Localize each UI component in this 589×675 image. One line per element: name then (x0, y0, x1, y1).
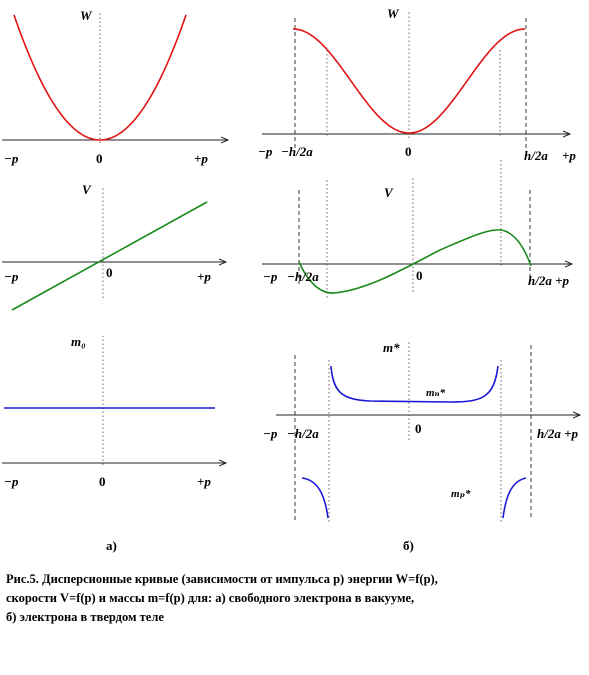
left-energy-label: W (80, 8, 93, 23)
left-velocity-label: V (82, 182, 92, 197)
right-mass-curve-upper (330, 365, 499, 403)
left-mass-tick-zero: 0 (99, 474, 106, 489)
left-energy-plot: W −p 0 +p (2, 8, 228, 166)
right-energy-tick-neg-h: −h/2a (281, 144, 313, 159)
right-mass-label: m* (383, 340, 400, 355)
caption-line-2: скорости V=f(p) и массы m=f(p) для: а) с… (6, 591, 415, 605)
left-velocity-tick-zero: 0 (106, 265, 113, 280)
left-mass-plot: m₀ −p 0 +p (2, 334, 226, 489)
right-velocity-tick-neg: −p (263, 269, 278, 284)
right-velocity-tick-pos: h/2a +p (528, 273, 569, 288)
left-velocity-plot: V −p 0 +p (2, 182, 226, 311)
right-mass-curve-lower-left (301, 477, 329, 519)
caption-line-1: Рис.5. Дисперсионные кривые (зависимости… (6, 572, 438, 586)
right-energy-plot: W −p −h/2a 0 h/2a +p (258, 6, 576, 163)
dispersion-figure: W −p 0 +p V −p 0 +p m₀ −p 0 +p W −p −h/2… (2, 6, 589, 522)
right-energy-tick-pos: +p (562, 148, 576, 163)
right-energy-tick-neg: −p (258, 144, 273, 159)
left-mass-tick-pos: +p (197, 474, 211, 489)
left-energy-curve (13, 14, 187, 141)
right-mass-tick-pos: h/2a +p (537, 426, 578, 441)
panel-a-tag: а) (106, 538, 117, 553)
right-energy-tick-zero: 0 (405, 144, 412, 159)
right-mass-tick-neg-h: −h/2a (287, 426, 319, 441)
left-velocity-tick-pos: +p (197, 269, 211, 284)
caption-line-3: б) электрона в твердом теле (6, 610, 164, 624)
panel-b-tag: б) (403, 538, 414, 553)
right-mass-n-label: mₙ* (426, 387, 446, 399)
left-energy-tick-neg: −p (4, 151, 19, 166)
right-velocity-curve (298, 229, 532, 294)
right-velocity-plot: V −p −h/2a 0 h/2a +p (262, 160, 572, 300)
left-energy-tick-pos: +p (194, 151, 208, 166)
left-energy-tick-zero: 0 (96, 151, 103, 166)
right-mass-plot: m* mₙ* mₚ* −p −h/2a 0 h/2a +p (263, 340, 580, 522)
left-mass-tick-neg: −p (4, 474, 19, 489)
right-velocity-tick-zero: 0 (416, 268, 423, 283)
right-energy-label: W (387, 6, 400, 21)
right-velocity-label: V (384, 185, 394, 200)
right-velocity-tick-neg-h: −h/2a (287, 269, 319, 284)
right-mass-curve-lower-right (502, 477, 527, 519)
right-energy-tick-pos-h: h/2a (524, 148, 548, 163)
right-energy-curve (292, 28, 526, 134)
right-mass-tick-neg: −p (263, 426, 278, 441)
left-velocity-curve (11, 201, 208, 311)
left-mass-label: m₀ (71, 334, 86, 349)
figure-caption: Рис.5. Дисперсионные кривые (зависимости… (6, 570, 581, 627)
right-mass-tick-zero: 0 (415, 421, 422, 436)
right-mass-p-label: mₚ* (451, 488, 471, 500)
left-velocity-tick-neg: −p (4, 269, 19, 284)
